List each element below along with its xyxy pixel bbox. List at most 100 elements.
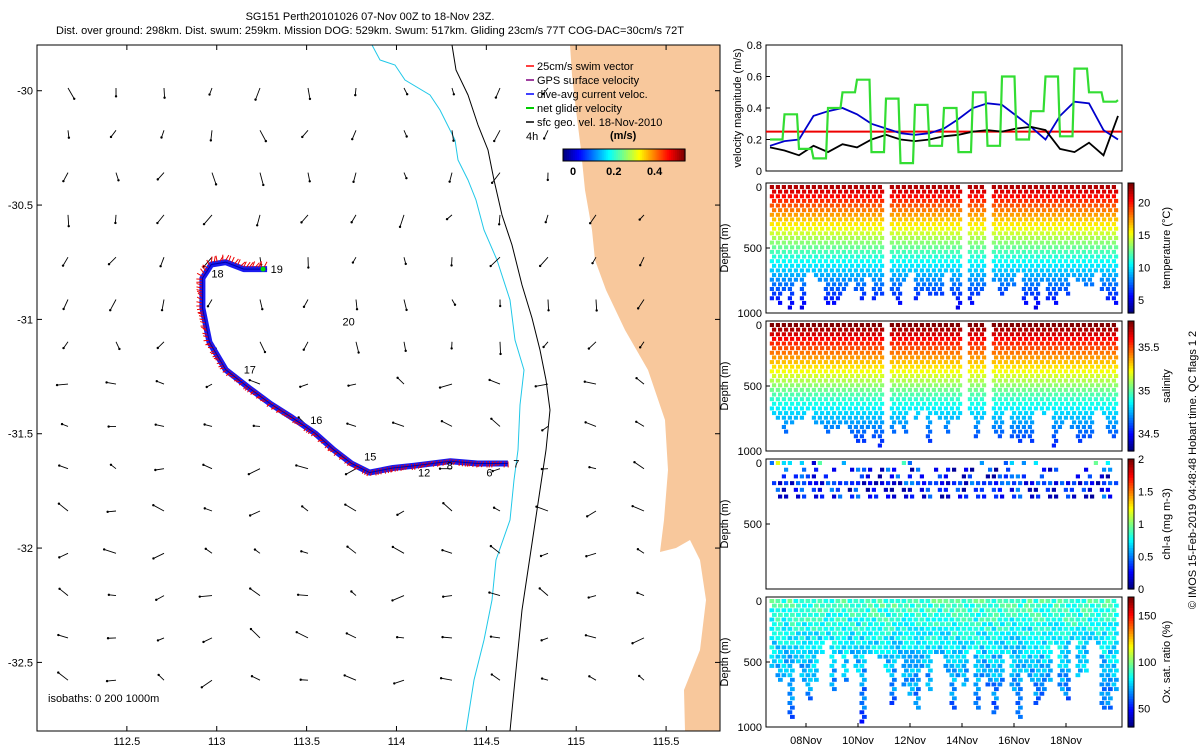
swim-vector xyxy=(438,460,442,466)
section-sample xyxy=(826,420,831,425)
section-sample xyxy=(958,245,963,250)
section-sample xyxy=(1093,323,1098,327)
section-sample xyxy=(889,415,894,420)
section-sample xyxy=(781,249,786,254)
section-sample xyxy=(892,346,897,351)
sfc-vector xyxy=(59,552,69,558)
sfc-vector xyxy=(493,130,501,142)
section-sample xyxy=(973,341,978,346)
section-sample xyxy=(1048,631,1053,636)
section-sample xyxy=(832,494,837,499)
section-sample xyxy=(907,691,913,696)
section-sample xyxy=(874,383,879,388)
section-sample xyxy=(802,189,807,194)
section-sample xyxy=(1033,387,1038,392)
section-sample xyxy=(937,626,943,631)
colorbar-cell xyxy=(1128,224,1134,228)
section-sample xyxy=(985,599,991,603)
section-sample xyxy=(823,608,829,613)
swim-vector xyxy=(196,286,203,289)
sfc-vector-head xyxy=(391,599,394,602)
section-sample xyxy=(835,277,840,282)
section-sample xyxy=(958,603,963,608)
section-sample xyxy=(790,420,795,425)
section-sample xyxy=(826,291,831,296)
section-sample xyxy=(931,231,936,236)
sfc-vector xyxy=(439,383,453,389)
swim-vector xyxy=(198,312,205,316)
section-sample xyxy=(1090,327,1095,332)
section-sample xyxy=(865,617,871,622)
section-sample xyxy=(1033,397,1038,402)
sfc-vector-head xyxy=(263,350,267,354)
section-sample xyxy=(1108,282,1113,287)
section-sample xyxy=(994,687,999,692)
section-sample xyxy=(937,185,942,189)
section-sample xyxy=(826,392,831,397)
swim-vector xyxy=(262,399,269,403)
section-sample xyxy=(796,481,801,486)
colorbar-cell xyxy=(1128,412,1134,416)
section-sample xyxy=(976,631,981,636)
section-sample xyxy=(955,277,960,282)
section-sample xyxy=(1042,383,1047,388)
section-sample xyxy=(931,332,936,337)
section-sample xyxy=(1021,249,1026,254)
colorbar-cell xyxy=(1128,258,1134,262)
section-sample xyxy=(1012,677,1017,682)
section-sample xyxy=(856,622,861,627)
section-sample xyxy=(1105,194,1110,199)
section-sample xyxy=(1060,263,1065,268)
sfc-vector-head xyxy=(398,225,402,229)
section-sample xyxy=(1012,401,1017,406)
section-sample xyxy=(955,397,960,402)
section-sample xyxy=(871,323,876,327)
section-sample xyxy=(943,474,948,479)
section-sample xyxy=(991,249,996,254)
section-sample xyxy=(1045,673,1051,678)
sfc-vector-head xyxy=(204,547,207,551)
section-sample xyxy=(1072,494,1077,499)
section-sample xyxy=(889,277,894,282)
colorbar-cell xyxy=(1128,302,1134,306)
section-sample xyxy=(1102,282,1107,287)
section-sample xyxy=(949,406,954,411)
section-sample xyxy=(1048,245,1053,250)
sfc-vector xyxy=(301,130,309,138)
sfc-vector-head xyxy=(490,673,494,676)
section-sample xyxy=(1048,217,1053,222)
section-sample xyxy=(1108,467,1113,472)
section-sample xyxy=(874,481,879,486)
section-sample xyxy=(1036,336,1041,341)
sfc-vector-head xyxy=(494,96,498,99)
section-sample xyxy=(1033,378,1038,383)
section-sample xyxy=(1051,277,1056,282)
velocity-lines xyxy=(766,67,1122,165)
section-sample xyxy=(802,481,807,486)
section-sample xyxy=(931,268,936,273)
sfc-vector xyxy=(346,633,357,639)
section-sample xyxy=(838,254,843,259)
colorbar-cell xyxy=(1128,479,1134,483)
section-sample xyxy=(835,212,840,217)
section-sample xyxy=(1078,198,1083,203)
section-sample xyxy=(1012,411,1017,416)
section-sample xyxy=(1084,622,1089,627)
section-sample xyxy=(859,700,865,705)
section-sample xyxy=(955,645,961,650)
section-sample xyxy=(943,378,948,383)
section-sample xyxy=(811,194,816,199)
section-sample xyxy=(787,378,792,383)
section-sample xyxy=(1102,668,1107,673)
section-sample xyxy=(859,194,864,199)
section-sample xyxy=(1057,231,1062,236)
section-sample xyxy=(919,259,924,264)
section-sample xyxy=(799,231,804,236)
legend-swim: 25cm/s swim vector xyxy=(537,61,634,73)
section-sample xyxy=(859,645,865,650)
section-sample xyxy=(871,608,877,613)
section-sample xyxy=(1114,392,1119,397)
section-sample xyxy=(841,654,847,659)
section-sample xyxy=(1078,649,1083,654)
section-sample xyxy=(928,481,933,486)
